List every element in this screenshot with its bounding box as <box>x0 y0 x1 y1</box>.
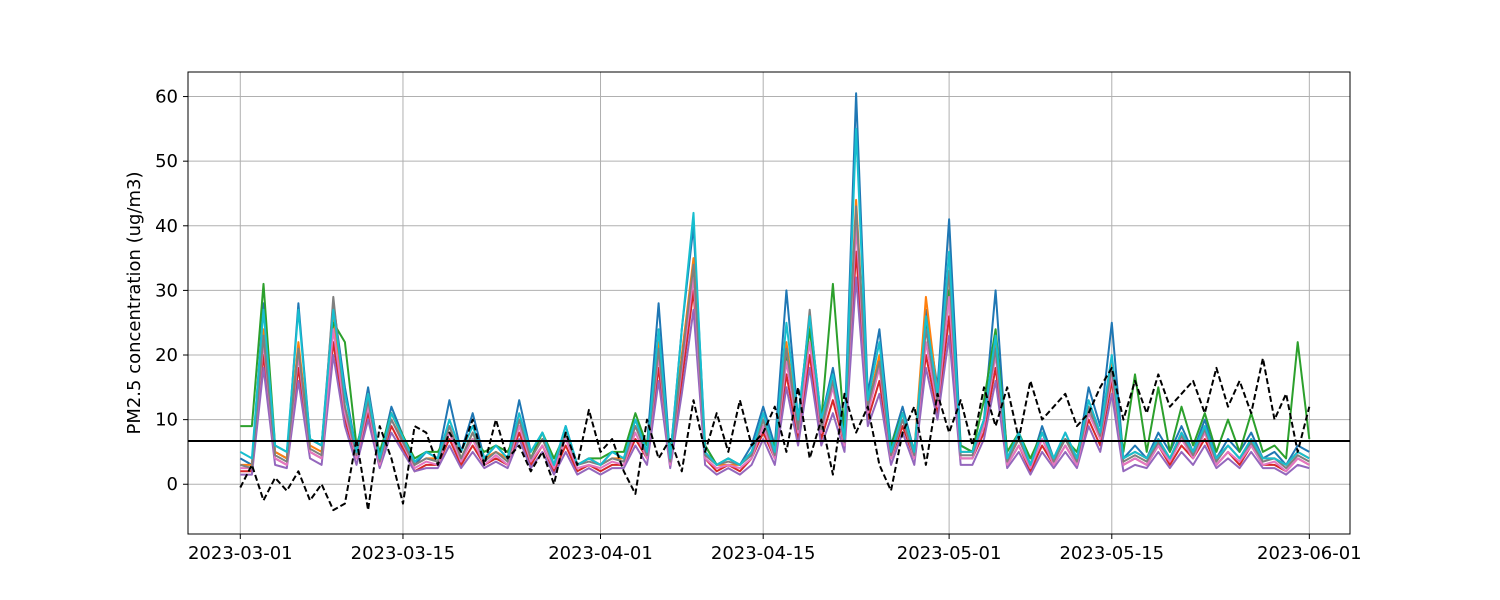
y-tick-label: 30 <box>155 280 178 301</box>
series-line-8 <box>239 127 1310 466</box>
plot-area <box>188 72 1350 534</box>
y-axis-ticks: 0 10 20 30 40 50 60 <box>155 87 188 495</box>
data-series <box>239 92 1311 512</box>
series-line-9 <box>239 357 1311 512</box>
y-tick-label: 10 <box>155 410 178 431</box>
x-tick-label: 2023-04-15 <box>711 543 816 564</box>
grid-lines <box>188 72 1350 534</box>
x-tick-label: 2023-04-01 <box>548 543 653 564</box>
x-axis-ticks: 2023-03-01 2023-03-15 2023-04-01 2023-04-15… <box>188 534 1362 564</box>
y-tick-label: 60 <box>155 87 178 108</box>
y-axis-label: PM2.5 concentration (ug/m3) <box>124 171 145 434</box>
plot-background <box>188 72 1350 534</box>
x-tick-label: 2023-06-01 <box>1257 543 1362 564</box>
y-tick-label: 0 <box>167 474 178 495</box>
x-tick-label: 2023-03-15 <box>351 543 456 564</box>
x-tick-label: 2023-03-01 <box>188 543 293 564</box>
y-tick-label: 40 <box>155 216 178 237</box>
axes-frame <box>187 71 1351 535</box>
y-tick-label: 50 <box>155 151 178 172</box>
y-tick-label: 20 <box>155 345 178 366</box>
x-tick-label: 2023-05-15 <box>1059 543 1164 564</box>
x-tick-label: 2023-05-01 <box>897 543 1002 564</box>
series-line-7 <box>240 205 1310 470</box>
axes-border <box>187 71 1351 535</box>
